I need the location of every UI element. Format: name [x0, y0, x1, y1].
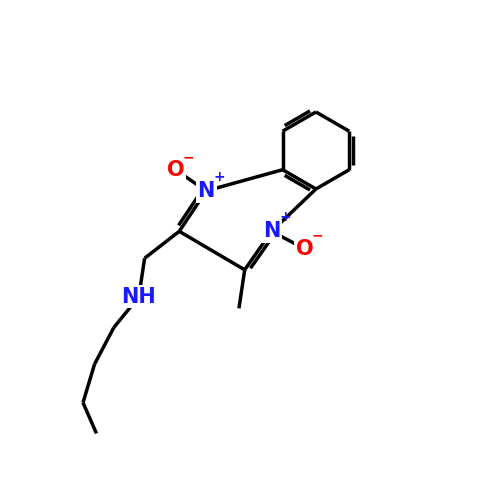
- Text: −: −: [312, 229, 323, 243]
- Text: NH: NH: [122, 287, 156, 307]
- Text: O: O: [166, 160, 184, 180]
- Text: +: +: [214, 170, 226, 184]
- Text: N: N: [263, 222, 280, 242]
- Text: N: N: [198, 181, 215, 201]
- Text: O: O: [296, 238, 313, 258]
- Text: +: +: [280, 210, 291, 224]
- Text: −: −: [182, 150, 194, 164]
